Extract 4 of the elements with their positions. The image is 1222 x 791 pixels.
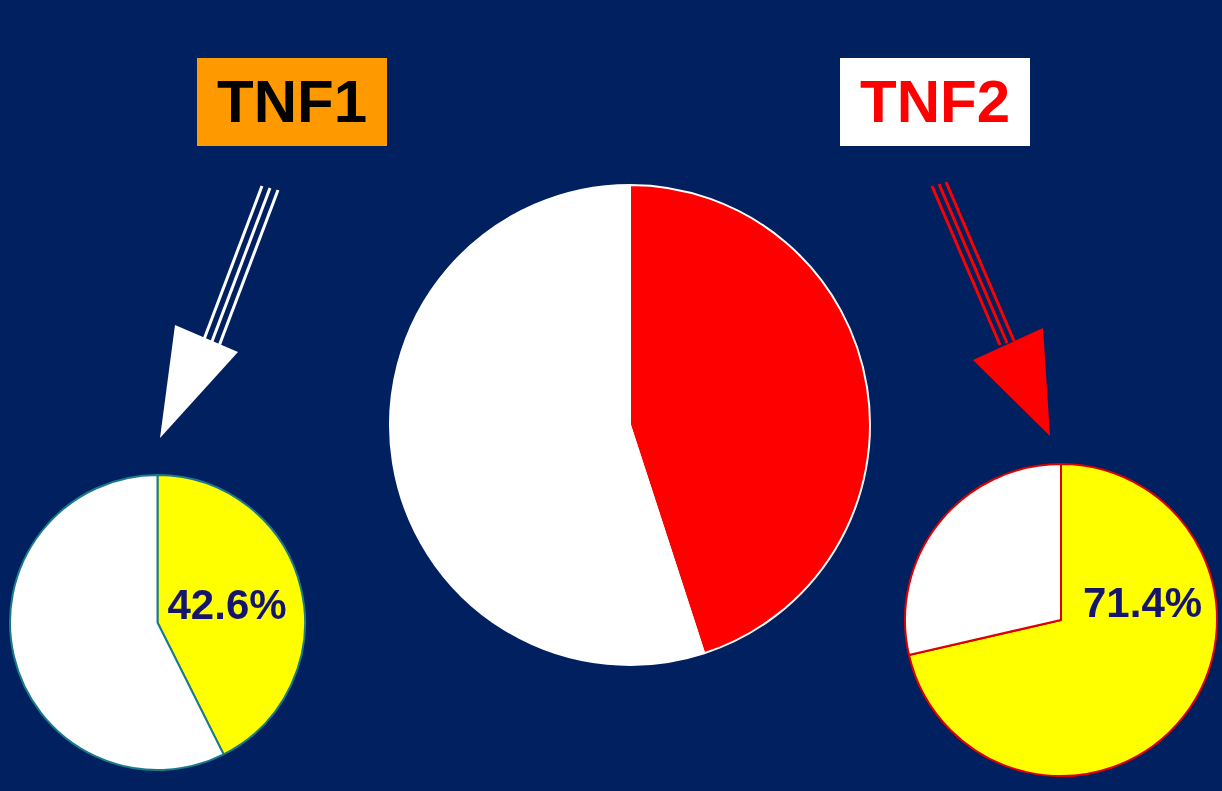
chart-title: TNF2 [840, 58, 1030, 146]
data-label: 42.6% [167, 581, 287, 629]
chart-title: TNF1 [197, 58, 387, 146]
data-label: 71.4% [1083, 578, 1203, 626]
